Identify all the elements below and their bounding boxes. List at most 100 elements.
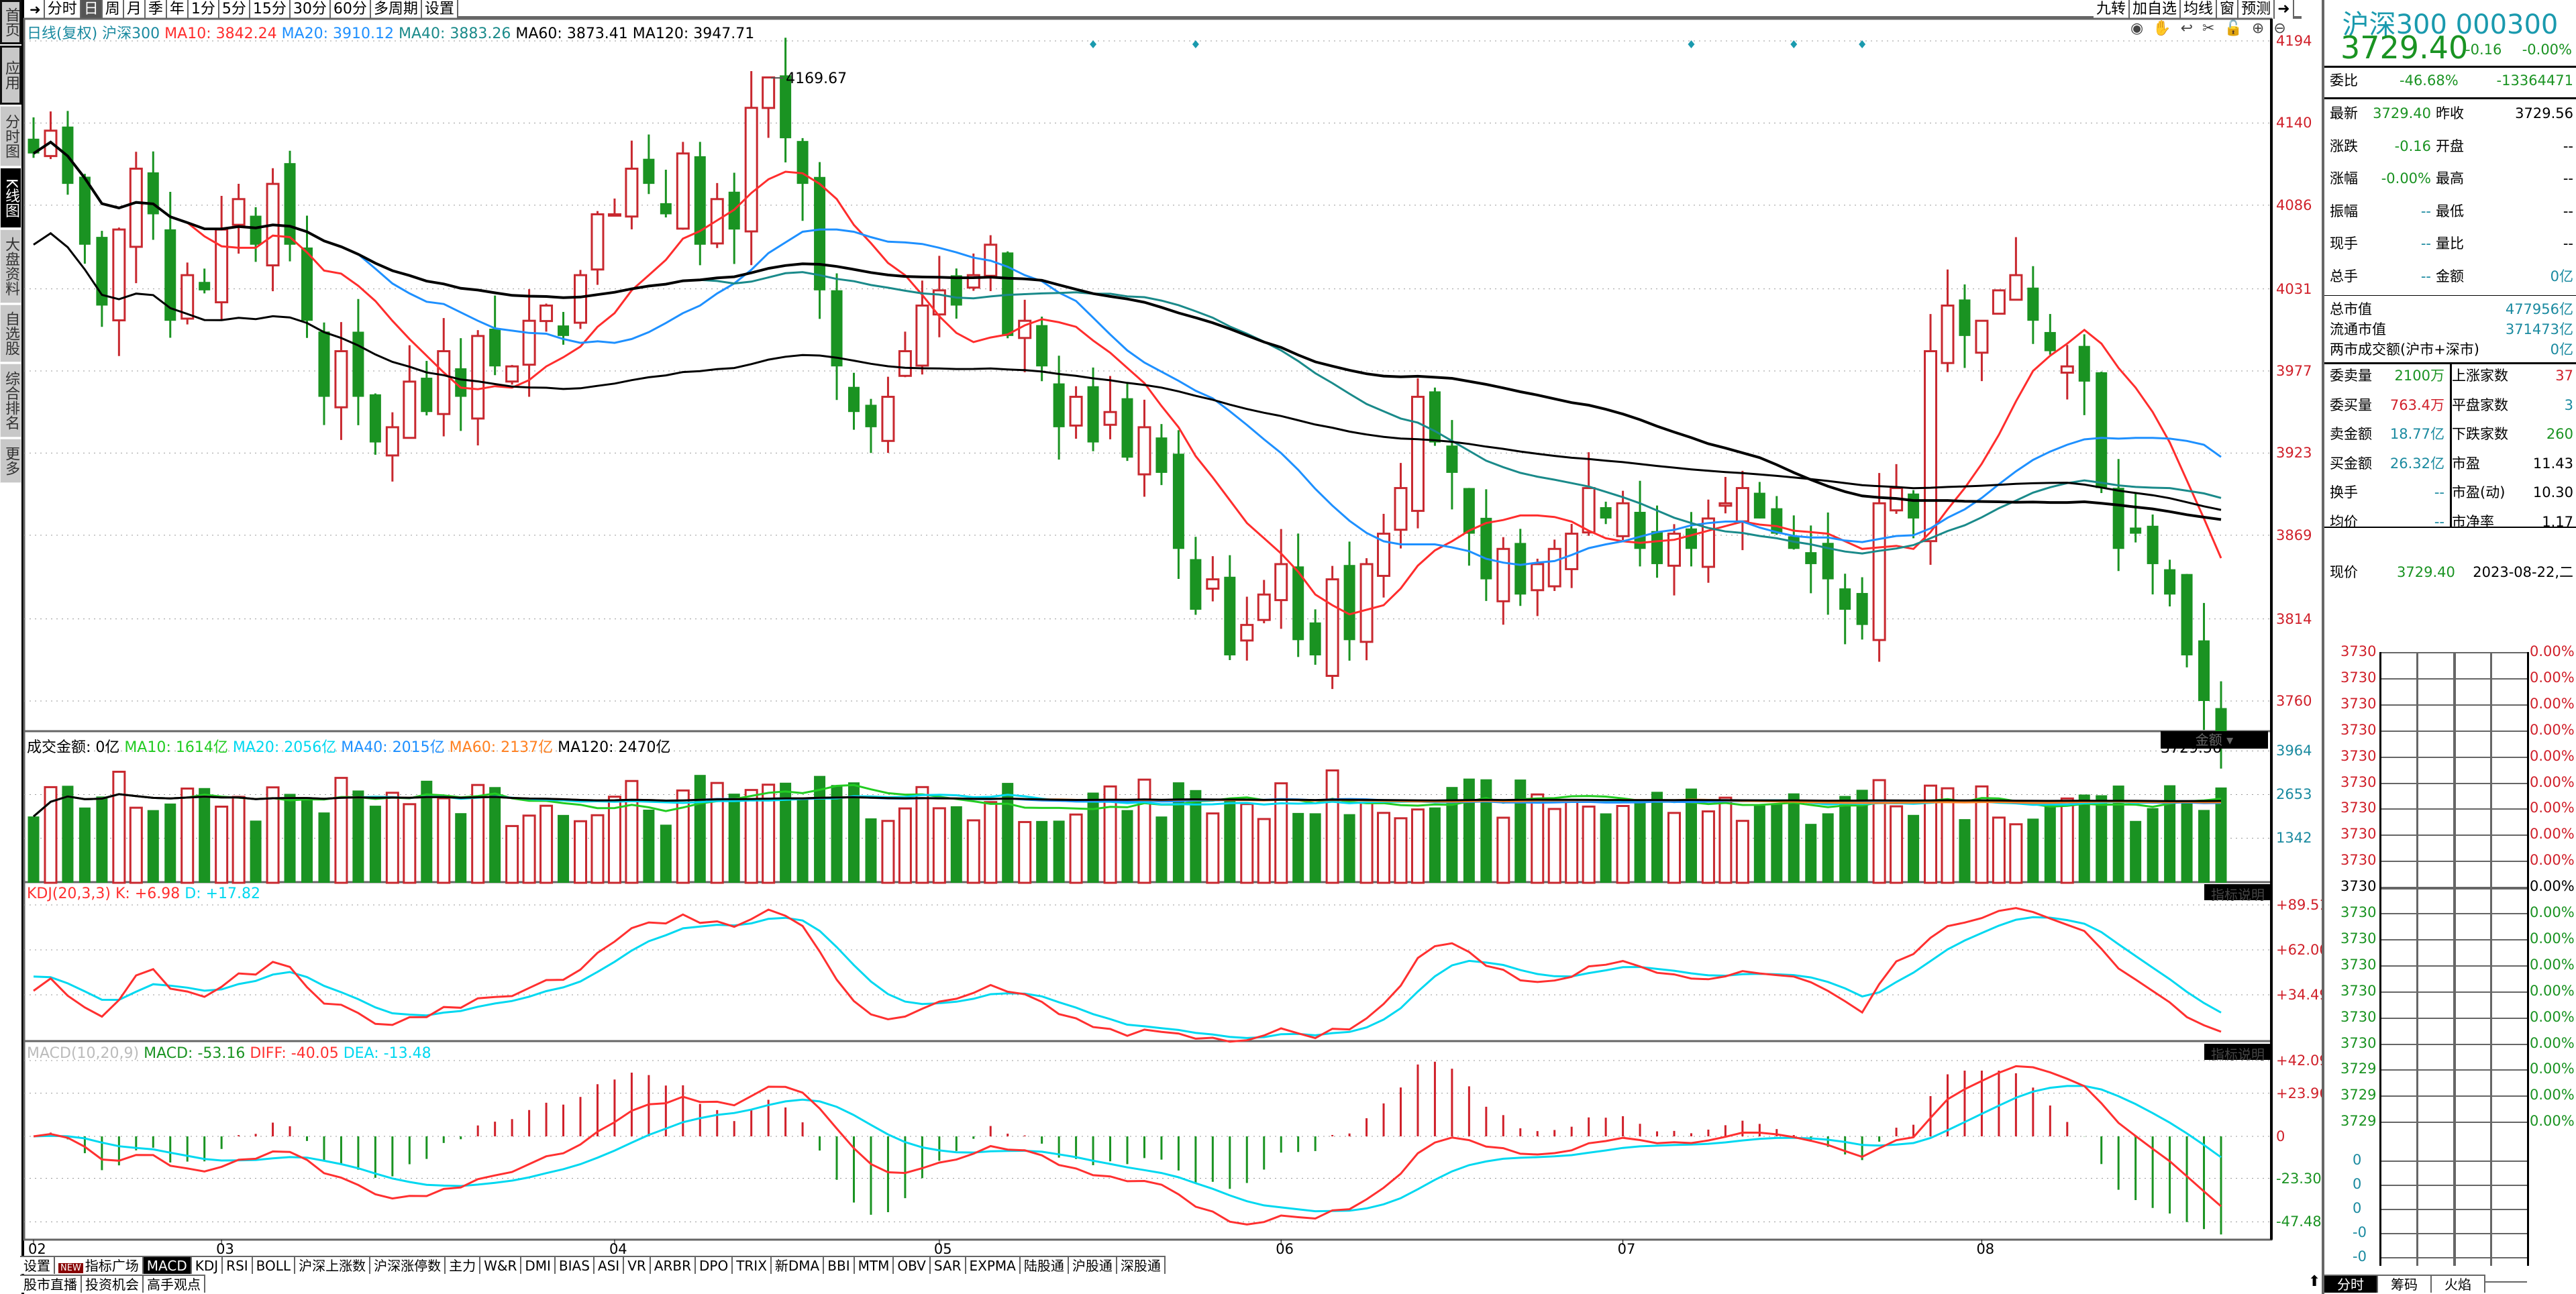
row-value: 18.77亿: [2389, 426, 2444, 442]
news-tab[interactable]: 投资机会: [82, 1275, 144, 1293]
toolbar-button[interactable]: 均线: [2181, 0, 2218, 19]
indicator-tab[interactable]: EXPMA: [966, 1256, 1021, 1274]
row-value: --: [2563, 170, 2573, 186]
macd-help-button[interactable]: 指标说明: [2204, 1044, 2271, 1063]
period-tab[interactable]: 日: [81, 0, 103, 19]
sidebar-item-watchlist[interactable]: 自选股: [0, 305, 21, 362]
indicator-tab[interactable]: 新DMA: [771, 1256, 825, 1274]
period-tab[interactable]: 5分: [219, 0, 250, 19]
news-tab[interactable]: 股市直播: [20, 1275, 82, 1293]
toolbar-button[interactable]: 加自选: [2130, 0, 2181, 19]
mini-tab[interactable]: 火焰: [2432, 1275, 2485, 1293]
row-label: 涨跌: [2330, 138, 2358, 154]
indicator-tab[interactable]: BBI: [824, 1256, 855, 1274]
zoom-out-icon[interactable]: ⊖: [2273, 20, 2286, 37]
indicator-tab[interactable]: MACD: [143, 1256, 192, 1274]
collapse-up-icon[interactable]: ⬆: [2308, 1273, 2321, 1290]
period-tab[interactable]: 设置: [421, 0, 458, 19]
indicator-tab[interactable]: 沪深涨停数: [370, 1256, 446, 1274]
indicator-tab[interactable]: OBV: [894, 1256, 931, 1274]
collapse-panel-icon[interactable]: ➜: [2275, 0, 2294, 19]
eye-icon[interactable]: ◉: [2130, 20, 2144, 37]
scissors-icon[interactable]: ✂: [2202, 20, 2215, 37]
kdj-help-button[interactable]: 指标说明: [2204, 884, 2271, 903]
settings-tab[interactable]: 设置: [20, 1256, 55, 1274]
period-tab[interactable]: 季: [145, 0, 167, 19]
indicator-tab[interactable]: KDJ: [191, 1256, 223, 1274]
volume-bar: [814, 775, 826, 883]
quote-title: 沪深300 000300: [2342, 9, 2559, 40]
undo-icon[interactable]: ↩: [2180, 20, 2194, 37]
sidebar-item-apps[interactable]: 应用: [0, 46, 21, 105]
mini-tab[interactable]: 分时: [2324, 1275, 2378, 1293]
mini-tab[interactable]: 筹码: [2378, 1275, 2432, 1293]
volume-bar: [796, 798, 809, 883]
quote-row: 委买量 763.4万 平盘家数 3: [2330, 395, 2573, 415]
indicator-tab[interactable]: VR: [624, 1256, 651, 1274]
sidebar-item-ranking[interactable]: 综合排名: [0, 364, 21, 437]
indicator-tab[interactable]: W&R: [480, 1256, 522, 1274]
indicator-tab[interactable]: ASI: [594, 1256, 625, 1274]
index-name: 沪深300: [102, 25, 160, 42]
candle: [1036, 325, 1048, 367]
indicator-tab[interactable]: DMI: [521, 1256, 556, 1274]
period-tab[interactable]: 1分: [188, 0, 219, 19]
indicator-tab[interactable]: 沪深上涨数: [295, 1256, 371, 1274]
cap-label: 流通市值: [2330, 321, 2386, 337]
sidebar-item-market-info[interactable]: 大盘资料: [0, 229, 21, 303]
period-tab[interactable]: 月: [123, 0, 146, 19]
arrow-right-icon[interactable]: ➜: [27, 0, 45, 19]
indicator-tab[interactable]: 陆股通: [1020, 1256, 1069, 1274]
candle: [643, 158, 655, 184]
quote-row: 委卖量 2100万 上涨家数 37: [2330, 366, 2573, 386]
indicator-tab[interactable]: MTM: [854, 1256, 894, 1274]
candle: [471, 335, 485, 420]
quote-row: 均价 -- 市净率 1.17: [2330, 512, 2573, 532]
volume-bar: [1325, 769, 1339, 884]
indicator-tab[interactable]: SAR: [930, 1256, 966, 1274]
candle: [1429, 391, 1441, 443]
left-sidebar: 首页 应用 分时图 K线图 大盘资料 自选股 综合排名 更多: [0, 0, 24, 1294]
row-value: --: [2563, 235, 2573, 252]
period-tab[interactable]: 多周期: [370, 0, 422, 19]
period-tab[interactable]: 分时: [44, 0, 81, 19]
news-tab[interactable]: 高手观点: [144, 1275, 205, 1293]
indicator-tab[interactable]: RSI: [223, 1256, 253, 1274]
sidebar-item-home[interactable]: 首页: [0, 0, 21, 44]
candle: [2009, 274, 2023, 301]
indicator-tab[interactable]: BIAS: [555, 1256, 595, 1274]
candle: [558, 325, 570, 336]
indicator-tab[interactable]: ARBR: [650, 1256, 696, 1274]
candle: [250, 215, 262, 245]
volume-bar: [865, 818, 877, 883]
toolbar-button[interactable]: 窗: [2217, 0, 2239, 19]
period-tab[interactable]: 15分: [250, 0, 291, 19]
volume-bar: [762, 784, 776, 884]
candle: [181, 274, 195, 320]
indicator-tab[interactable]: 主力: [446, 1256, 481, 1274]
period-tab[interactable]: 30分: [290, 0, 331, 19]
quote-pct: -0.00%: [2522, 42, 2572, 58]
amount-toggle-button[interactable]: 金额 ▾: [2161, 731, 2268, 749]
hand-icon[interactable]: ✋: [2153, 20, 2171, 37]
indicator-tab[interactable]: 深股通: [1117, 1256, 1166, 1274]
sidebar-item-timeshare[interactable]: 分时图: [0, 106, 21, 166]
row-value: -0.00%: [2381, 170, 2431, 186]
indicator-tab[interactable]: DPO: [695, 1256, 733, 1274]
row-label: 最高: [2436, 170, 2464, 186]
indicator-plaza-tab[interactable]: NEW 指标广场: [55, 1256, 144, 1274]
period-tab[interactable]: 年: [166, 0, 189, 19]
zoom-in-icon[interactable]: ⊕: [2251, 20, 2265, 37]
indicator-tab[interactable]: BOLL: [252, 1256, 296, 1274]
toolbar-button[interactable]: 预测: [2238, 0, 2275, 19]
indicator-tab[interactable]: TRIX: [733, 1256, 772, 1274]
indicator-tab[interactable]: 沪股通: [1068, 1256, 1117, 1274]
period-tab[interactable]: 周: [102, 0, 124, 19]
toolbar-button[interactable]: 九转: [2094, 0, 2130, 19]
sidebar-item-more[interactable]: 更多: [0, 439, 21, 483]
sidebar-item-kline[interactable]: K线图: [0, 168, 21, 228]
mini-price-label: 3730: [2340, 800, 2377, 816]
period-tab[interactable]: 60分: [330, 0, 371, 19]
lock-icon[interactable]: 🔓: [2224, 20, 2243, 37]
